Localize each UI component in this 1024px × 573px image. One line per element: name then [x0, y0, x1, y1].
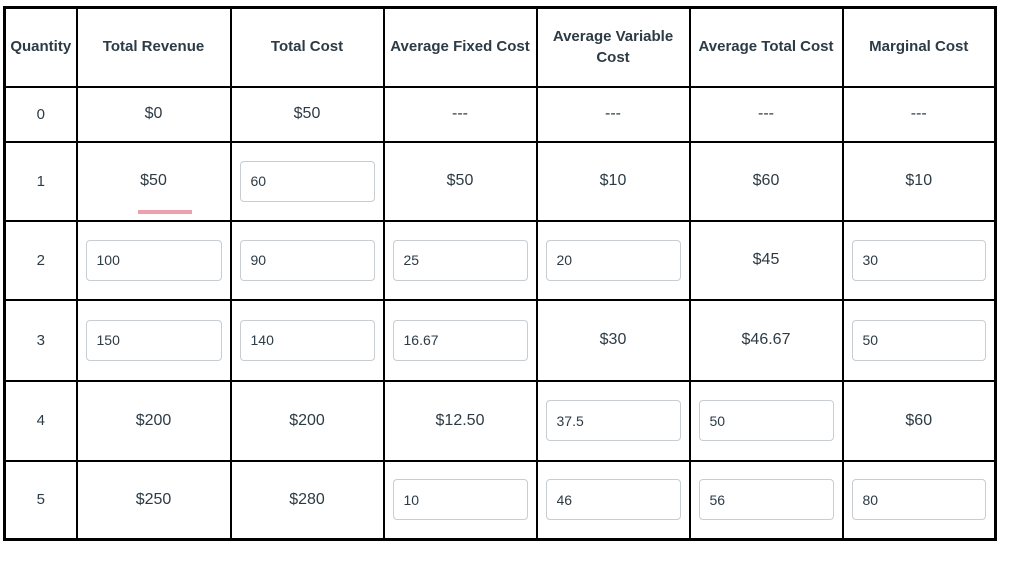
total-revenue-cell-q1: $50	[75, 140, 232, 222]
average-fixed-cost-cell-q3	[382, 298, 538, 382]
marginal-cost-input-q3[interactable]	[851, 319, 986, 361]
total-cost-value-q5: $280	[229, 459, 385, 541]
total-cost-value-q4: $200	[229, 379, 385, 462]
marginal-cost-input-q5[interactable]	[851, 479, 986, 521]
annotation-underline	[137, 209, 192, 214]
average-variable-cost-input-q4[interactable]	[545, 400, 681, 441]
average-fixed-cost-cell-q2	[382, 219, 538, 301]
quantity-value-q0: 0	[3, 85, 78, 143]
average-total-cost-input-q5[interactable]	[698, 479, 834, 521]
column-header-average-fixed-cost: Average Fixed Cost	[382, 6, 538, 88]
quantity-value-q5: 5	[3, 459, 78, 541]
average-fixed-cost-value-q0: ---	[382, 85, 538, 143]
average-total-cost-value-q0: ---	[688, 85, 844, 143]
average-total-cost-value-q3: $46.67	[688, 298, 844, 382]
column-header-marginal-cost: Marginal Cost	[841, 6, 997, 88]
column-header-average-total-cost: Average Total Cost	[688, 6, 844, 88]
cost-revenue-table: Quantity Total Revenue Total Cost Averag…	[3, 6, 997, 541]
marginal-cost-value-q4: $60	[841, 379, 997, 462]
quantity-value-q3: 3	[3, 298, 78, 382]
total-revenue-cell-q2	[75, 219, 232, 301]
average-variable-cost-value-q3: $30	[535, 298, 691, 382]
marginal-cost-value-q0: ---	[841, 85, 997, 143]
marginal-cost-cell-q2	[841, 219, 997, 301]
marginal-cost-value-q1: $10	[841, 140, 997, 222]
marginal-cost-cell-q5	[841, 459, 997, 541]
column-header-total-revenue: Total Revenue	[75, 6, 232, 88]
average-variable-cost-cell-q2	[535, 219, 691, 301]
average-fixed-cost-value-q4: $12.50	[382, 379, 538, 462]
average-variable-cost-input-q5[interactable]	[545, 479, 681, 521]
average-variable-cost-cell-q4	[535, 379, 691, 462]
average-total-cost-value-q1: $60	[688, 140, 844, 222]
table-row-q4: 4 $200 $200 $12.50 $60	[3, 379, 997, 462]
average-total-cost-value-q2: $45	[688, 219, 844, 301]
table-row-q0: 0 $0 $50 --- --- --- ---	[3, 85, 997, 143]
quantity-value-q2: 2	[3, 219, 78, 301]
total-cost-cell-q2	[229, 219, 385, 301]
average-variable-cost-value-q1: $10	[535, 140, 691, 222]
total-cost-cell-q3	[229, 298, 385, 382]
average-variable-cost-input-q2[interactable]	[545, 239, 681, 281]
average-fixed-cost-value-q1: $50	[382, 140, 538, 222]
average-total-cost-cell-q4	[688, 379, 844, 462]
average-fixed-cost-cell-q5	[382, 459, 538, 541]
average-fixed-cost-input-q5[interactable]	[392, 479, 528, 521]
total-revenue-value-q1: $50	[140, 172, 167, 189]
total-cost-value-q0: $50	[229, 85, 385, 143]
table-row-q5: 5 $250 $280	[3, 459, 997, 541]
column-header-total-cost: Total Cost	[229, 6, 385, 88]
header-row: Quantity Total Revenue Total Cost Averag…	[3, 6, 997, 88]
total-revenue-value-q4: $200	[75, 379, 232, 462]
total-revenue-input-q2[interactable]	[85, 239, 222, 281]
total-cost-input-q1[interactable]	[239, 160, 375, 202]
column-header-quantity: Quantity	[3, 6, 78, 88]
column-header-average-variable-cost: Average Variable Cost	[535, 6, 691, 88]
total-revenue-value-q5: $250	[75, 459, 232, 541]
average-total-cost-cell-q5	[688, 459, 844, 541]
total-revenue-input-q3[interactable]	[85, 319, 222, 361]
total-cost-input-q2[interactable]	[239, 239, 375, 281]
average-fixed-cost-input-q3[interactable]	[392, 319, 528, 361]
average-variable-cost-value-q0: ---	[535, 85, 691, 143]
marginal-cost-input-q2[interactable]	[851, 239, 986, 281]
average-total-cost-input-q4[interactable]	[698, 400, 834, 441]
total-cost-cell-q1	[229, 140, 385, 222]
total-revenue-cell-q3	[75, 298, 232, 382]
marginal-cost-cell-q3	[841, 298, 997, 382]
total-cost-input-q3[interactable]	[239, 319, 375, 361]
table-row-q3: 3 $30 $46.67	[3, 298, 997, 382]
quantity-value-q4: 4	[3, 379, 78, 462]
average-variable-cost-cell-q5	[535, 459, 691, 541]
average-fixed-cost-input-q2[interactable]	[392, 239, 528, 281]
table-row-q1: 1 $50 $50 $10 $60 $10	[3, 140, 997, 222]
table-row-q2: 2 $45	[3, 219, 997, 301]
quantity-value-q1: 1	[3, 140, 78, 222]
total-revenue-value-q0: $0	[75, 85, 232, 143]
